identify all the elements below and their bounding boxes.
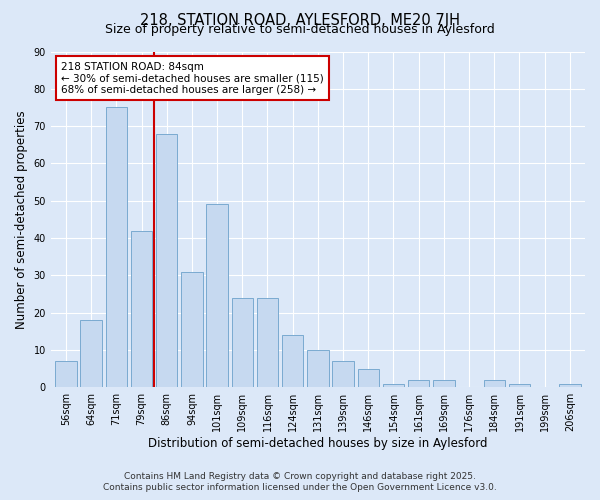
Text: Contains HM Land Registry data © Crown copyright and database right 2025.
Contai: Contains HM Land Registry data © Crown c…	[103, 472, 497, 492]
Bar	[55, 361, 77, 388]
Bar	[181, 272, 203, 388]
Y-axis label: Number of semi-detached properties: Number of semi-detached properties	[15, 110, 28, 328]
Bar	[509, 384, 530, 388]
Bar	[106, 108, 127, 388]
Bar	[408, 380, 430, 388]
Bar	[282, 335, 304, 388]
Bar	[332, 361, 354, 388]
Bar	[206, 204, 228, 388]
Bar	[307, 350, 329, 388]
Bar	[156, 134, 178, 388]
Bar	[484, 380, 505, 388]
Bar	[358, 368, 379, 388]
Bar	[383, 384, 404, 388]
Bar	[131, 230, 152, 388]
Bar	[559, 384, 581, 388]
Text: Size of property relative to semi-detached houses in Aylesford: Size of property relative to semi-detach…	[105, 22, 495, 36]
Bar	[80, 320, 102, 388]
Bar	[232, 298, 253, 388]
Text: 218 STATION ROAD: 84sqm
← 30% of semi-detached houses are smaller (115)
68% of s: 218 STATION ROAD: 84sqm ← 30% of semi-de…	[61, 62, 324, 95]
X-axis label: Distribution of semi-detached houses by size in Aylesford: Distribution of semi-detached houses by …	[148, 437, 488, 450]
Text: 218, STATION ROAD, AYLESFORD, ME20 7JH: 218, STATION ROAD, AYLESFORD, ME20 7JH	[140, 12, 460, 28]
Bar	[433, 380, 455, 388]
Bar	[257, 298, 278, 388]
